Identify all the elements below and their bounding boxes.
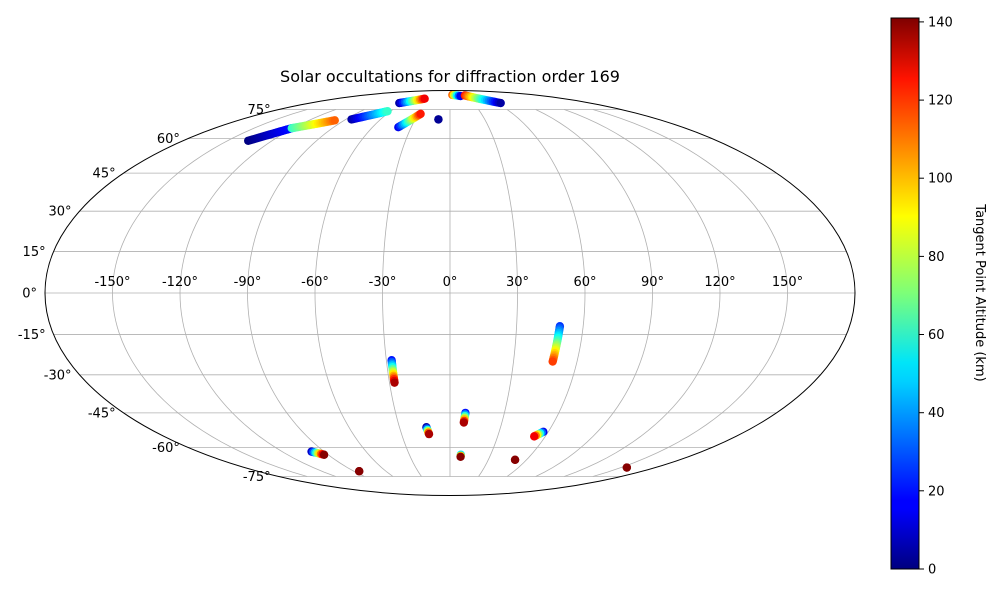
occultation-track-17 xyxy=(622,463,632,472)
colorbar-ticks: 0 20 40 60 80 100 120 140 xyxy=(919,15,953,578)
occultation-point xyxy=(496,98,505,108)
occultation-point xyxy=(416,109,425,119)
lon-tick-label: -90° xyxy=(234,275,262,290)
colorbar-tick-label: 80 xyxy=(928,250,945,265)
lon-tick-label: 0° xyxy=(443,275,458,290)
lon-tick-label: 150° xyxy=(772,275,803,290)
occultation-point xyxy=(330,116,339,125)
chart-title: Solar occultations for diffraction order… xyxy=(280,67,620,86)
occultation-track-0 xyxy=(244,124,296,145)
lat-tick-label: 75° xyxy=(248,103,271,118)
lon-tick-label: -60° xyxy=(301,275,329,290)
colorbar-tick-label: 140 xyxy=(928,15,953,30)
colorbar: 0 20 40 60 80 100 120 140 Tangent Point Altitud… xyxy=(890,15,987,578)
occultation-track-3 xyxy=(395,94,429,108)
occultation-point xyxy=(456,452,465,461)
occultation-point xyxy=(530,432,539,441)
lon-tick-label: -30° xyxy=(369,275,397,290)
occultation-point xyxy=(510,455,520,464)
occultation-point xyxy=(424,429,434,439)
lat-tick-label: 30° xyxy=(48,205,71,220)
lat-tick-label: 0° xyxy=(22,287,37,302)
lon-tick-label: -120° xyxy=(162,275,198,290)
occultation-track-16 xyxy=(354,467,364,476)
colorbar-gradient xyxy=(890,17,920,570)
colorbar-tick-label: 20 xyxy=(928,484,945,499)
occultation-track-7 xyxy=(460,91,505,108)
map-boundary xyxy=(44,90,856,496)
occultation-point xyxy=(383,107,392,116)
occultation-point xyxy=(459,418,469,427)
colorbar-tick-label: 100 xyxy=(928,172,953,187)
occultation-point xyxy=(434,115,443,124)
lat-tick-label: 15° xyxy=(23,245,46,260)
occultation-track-2 xyxy=(347,107,392,124)
lon-tick-label: 30° xyxy=(506,275,529,290)
colorbar-tick-label: 60 xyxy=(928,328,945,343)
lon-tick-label: 60° xyxy=(573,275,596,290)
occultation-point xyxy=(319,450,329,459)
occultation-track-15 xyxy=(510,455,520,464)
colorbar-tick-label: 40 xyxy=(928,406,945,421)
colorbar-tick-label: 120 xyxy=(928,94,953,109)
occultation-track-10 xyxy=(422,423,434,439)
occultation-track-8 xyxy=(387,356,399,387)
occultation-track-13 xyxy=(307,447,329,459)
lat-tick-label: -15° xyxy=(18,328,46,343)
occultation-track-11 xyxy=(459,408,470,427)
colorbar-tick-label: 0 xyxy=(928,563,936,578)
occultation-point xyxy=(420,94,429,103)
data-points xyxy=(244,90,632,476)
lon-tick-label: 90° xyxy=(641,275,664,290)
lat-tick-label: -75° xyxy=(243,470,271,485)
occultation-track-4 xyxy=(394,109,425,132)
occultation-point xyxy=(354,467,364,476)
latitude-tick-labels: 75° 60° 45° 30° 15° 0° -15° -30° -45° -60° -75° xyxy=(18,103,271,485)
lat-tick-label: 45° xyxy=(93,167,116,182)
lat-tick-label: -45° xyxy=(88,406,116,421)
graticule-grid xyxy=(45,109,855,477)
occultation-point xyxy=(548,357,557,366)
lon-tick-label: -150° xyxy=(94,275,130,290)
occultation-track-1 xyxy=(287,116,339,133)
occultation-track-14 xyxy=(456,450,466,461)
occultation-point xyxy=(622,463,632,472)
occultation-track-9 xyxy=(548,322,565,366)
lat-tick-label: -30° xyxy=(44,368,72,383)
lat-tick-label: 60° xyxy=(157,132,180,147)
lat-tick-label: -60° xyxy=(152,441,180,456)
colorbar-label: Tangent Point Altitude (km) xyxy=(972,203,987,381)
occultation-point xyxy=(390,378,399,387)
longitude-tick-labels: -150° -120° -90° -60° -30° 0° 30° 60° 90° 120° 150… xyxy=(94,275,803,290)
occultation-track-12 xyxy=(530,427,548,441)
occultation-track-5 xyxy=(434,115,443,124)
lon-tick-label: 120° xyxy=(704,275,735,290)
